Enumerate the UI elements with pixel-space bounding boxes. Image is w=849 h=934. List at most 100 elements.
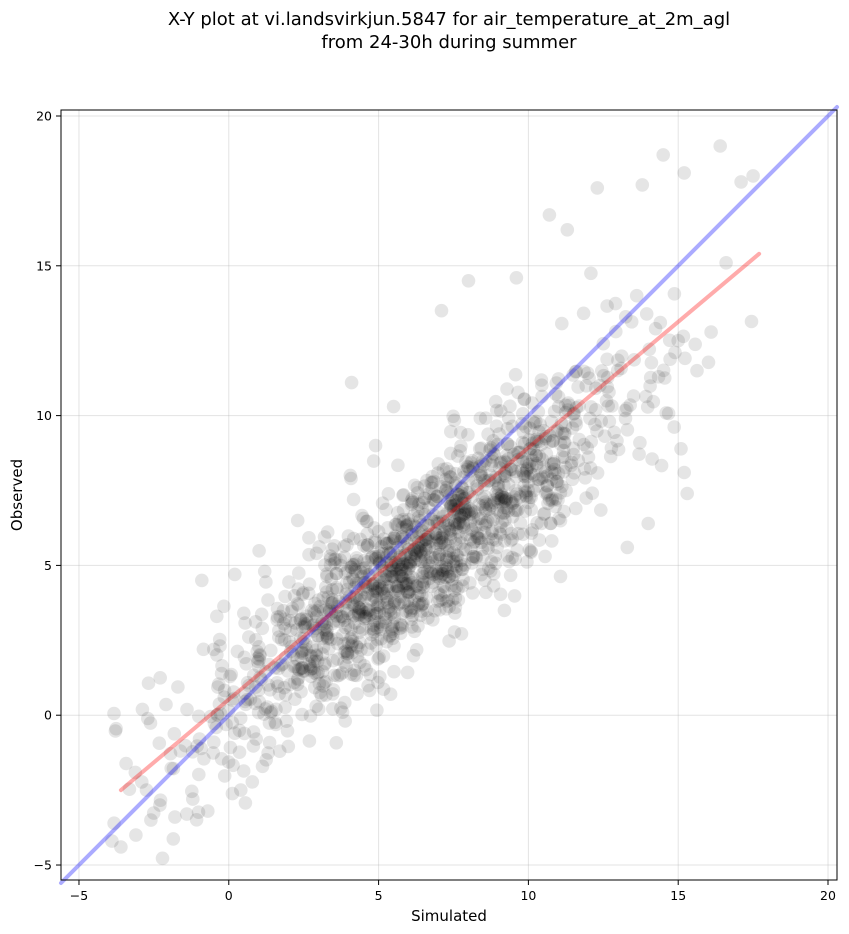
scatter-point	[387, 594, 402, 608]
scatter-point	[468, 505, 482, 519]
plot-frame	[60, 109, 838, 881]
scatter-point	[542, 428, 557, 443]
scatter-point	[466, 461, 481, 476]
scatter-point	[517, 392, 532, 407]
scatter-point	[515, 416, 529, 431]
scatter-point	[466, 549, 481, 564]
scatter-point	[296, 586, 311, 600]
scatter-point	[291, 582, 306, 596]
scatter-point	[270, 601, 285, 616]
scatter-point	[577, 462, 592, 476]
scatter-point	[314, 616, 329, 631]
scatter-point	[171, 680, 185, 694]
scatter-point	[429, 563, 444, 578]
scatter-point	[403, 559, 418, 573]
scatter-point	[407, 478, 422, 493]
scatter-point	[373, 556, 387, 570]
scatter-point	[460, 527, 474, 542]
scatter-point	[211, 680, 225, 694]
scatter-point	[337, 637, 351, 651]
scatter-point	[525, 396, 539, 410]
scatter-point	[384, 607, 398, 621]
scatter-point	[192, 709, 206, 724]
scatter-point	[444, 498, 459, 513]
scatter-point	[559, 483, 573, 498]
scatter-point	[454, 439, 468, 453]
scatter-point	[539, 486, 553, 500]
scatter-point	[454, 509, 468, 523]
scatter-point	[481, 541, 496, 556]
scatter-point	[305, 618, 320, 633]
scatter-point	[237, 650, 252, 665]
scatter-point	[421, 501, 436, 515]
scatter-point	[470, 482, 485, 496]
scatter-point	[497, 500, 511, 515]
scatter-point	[291, 672, 305, 687]
scatter-point	[407, 593, 422, 608]
scatter-point	[516, 425, 531, 440]
scatter-point	[313, 599, 327, 614]
scatter-point	[353, 532, 368, 547]
scatter-point	[357, 575, 371, 590]
scatter-point	[320, 623, 334, 638]
scatter-point	[344, 560, 359, 575]
scatter-point	[325, 596, 339, 610]
scatter-point	[451, 581, 465, 596]
scatter-point	[499, 521, 514, 536]
scatter-point	[549, 376, 564, 390]
scatter-point	[395, 560, 410, 574]
scatter-point	[359, 605, 374, 620]
scatter-point	[577, 437, 591, 452]
scatter-point	[281, 739, 296, 754]
scatter-point	[386, 631, 400, 646]
scatter-point	[561, 396, 575, 410]
scatter-point	[557, 504, 571, 519]
scatter-point	[469, 519, 483, 533]
scatter-point	[476, 562, 490, 577]
x-tick-label: 10	[520, 888, 536, 903]
scatter-point	[469, 474, 484, 488]
scatter-point	[436, 567, 451, 581]
scatter-point	[553, 437, 568, 451]
scatter-point	[237, 606, 251, 621]
scatter-point	[371, 549, 386, 563]
scatter-point	[381, 545, 396, 560]
scatter-point	[677, 465, 691, 480]
scatter-point	[588, 417, 602, 432]
scatter-point	[651, 370, 666, 384]
scatter-point	[462, 485, 477, 500]
scatter-point	[353, 565, 368, 579]
scatter-point	[620, 423, 635, 437]
scatter-point	[382, 629, 397, 644]
scatter-point	[378, 536, 392, 550]
x-axis-ticks: −5 0 5 10 15 20	[70, 880, 836, 903]
scatter-point	[466, 510, 481, 524]
scatter-point	[368, 584, 382, 598]
scatter-point	[340, 538, 354, 552]
scatter-point	[290, 513, 305, 528]
scatter-point	[243, 692, 258, 706]
scatter-point	[454, 627, 469, 641]
scatter-point	[324, 596, 339, 611]
scatter-point	[495, 489, 509, 503]
scatter-point	[321, 630, 335, 645]
scatter-point	[506, 447, 521, 462]
scatter-point	[471, 511, 486, 526]
scatter-point	[483, 468, 497, 482]
scatter-point	[478, 518, 492, 533]
scatter-point	[593, 378, 607, 393]
scatter-point	[285, 601, 300, 616]
scatter-point	[422, 518, 436, 533]
scatter-point	[364, 593, 379, 607]
scatter-point	[407, 543, 422, 557]
scatter-point	[390, 558, 404, 573]
scatter-point	[543, 516, 558, 531]
scatter-point	[421, 555, 435, 570]
scatter-point	[210, 707, 225, 722]
scatter-point	[454, 536, 469, 550]
scatter-point	[486, 434, 501, 448]
scatter-point	[352, 608, 366, 623]
scatter-point	[338, 566, 353, 580]
scatter-point	[316, 640, 331, 654]
scatter-point	[276, 603, 291, 618]
